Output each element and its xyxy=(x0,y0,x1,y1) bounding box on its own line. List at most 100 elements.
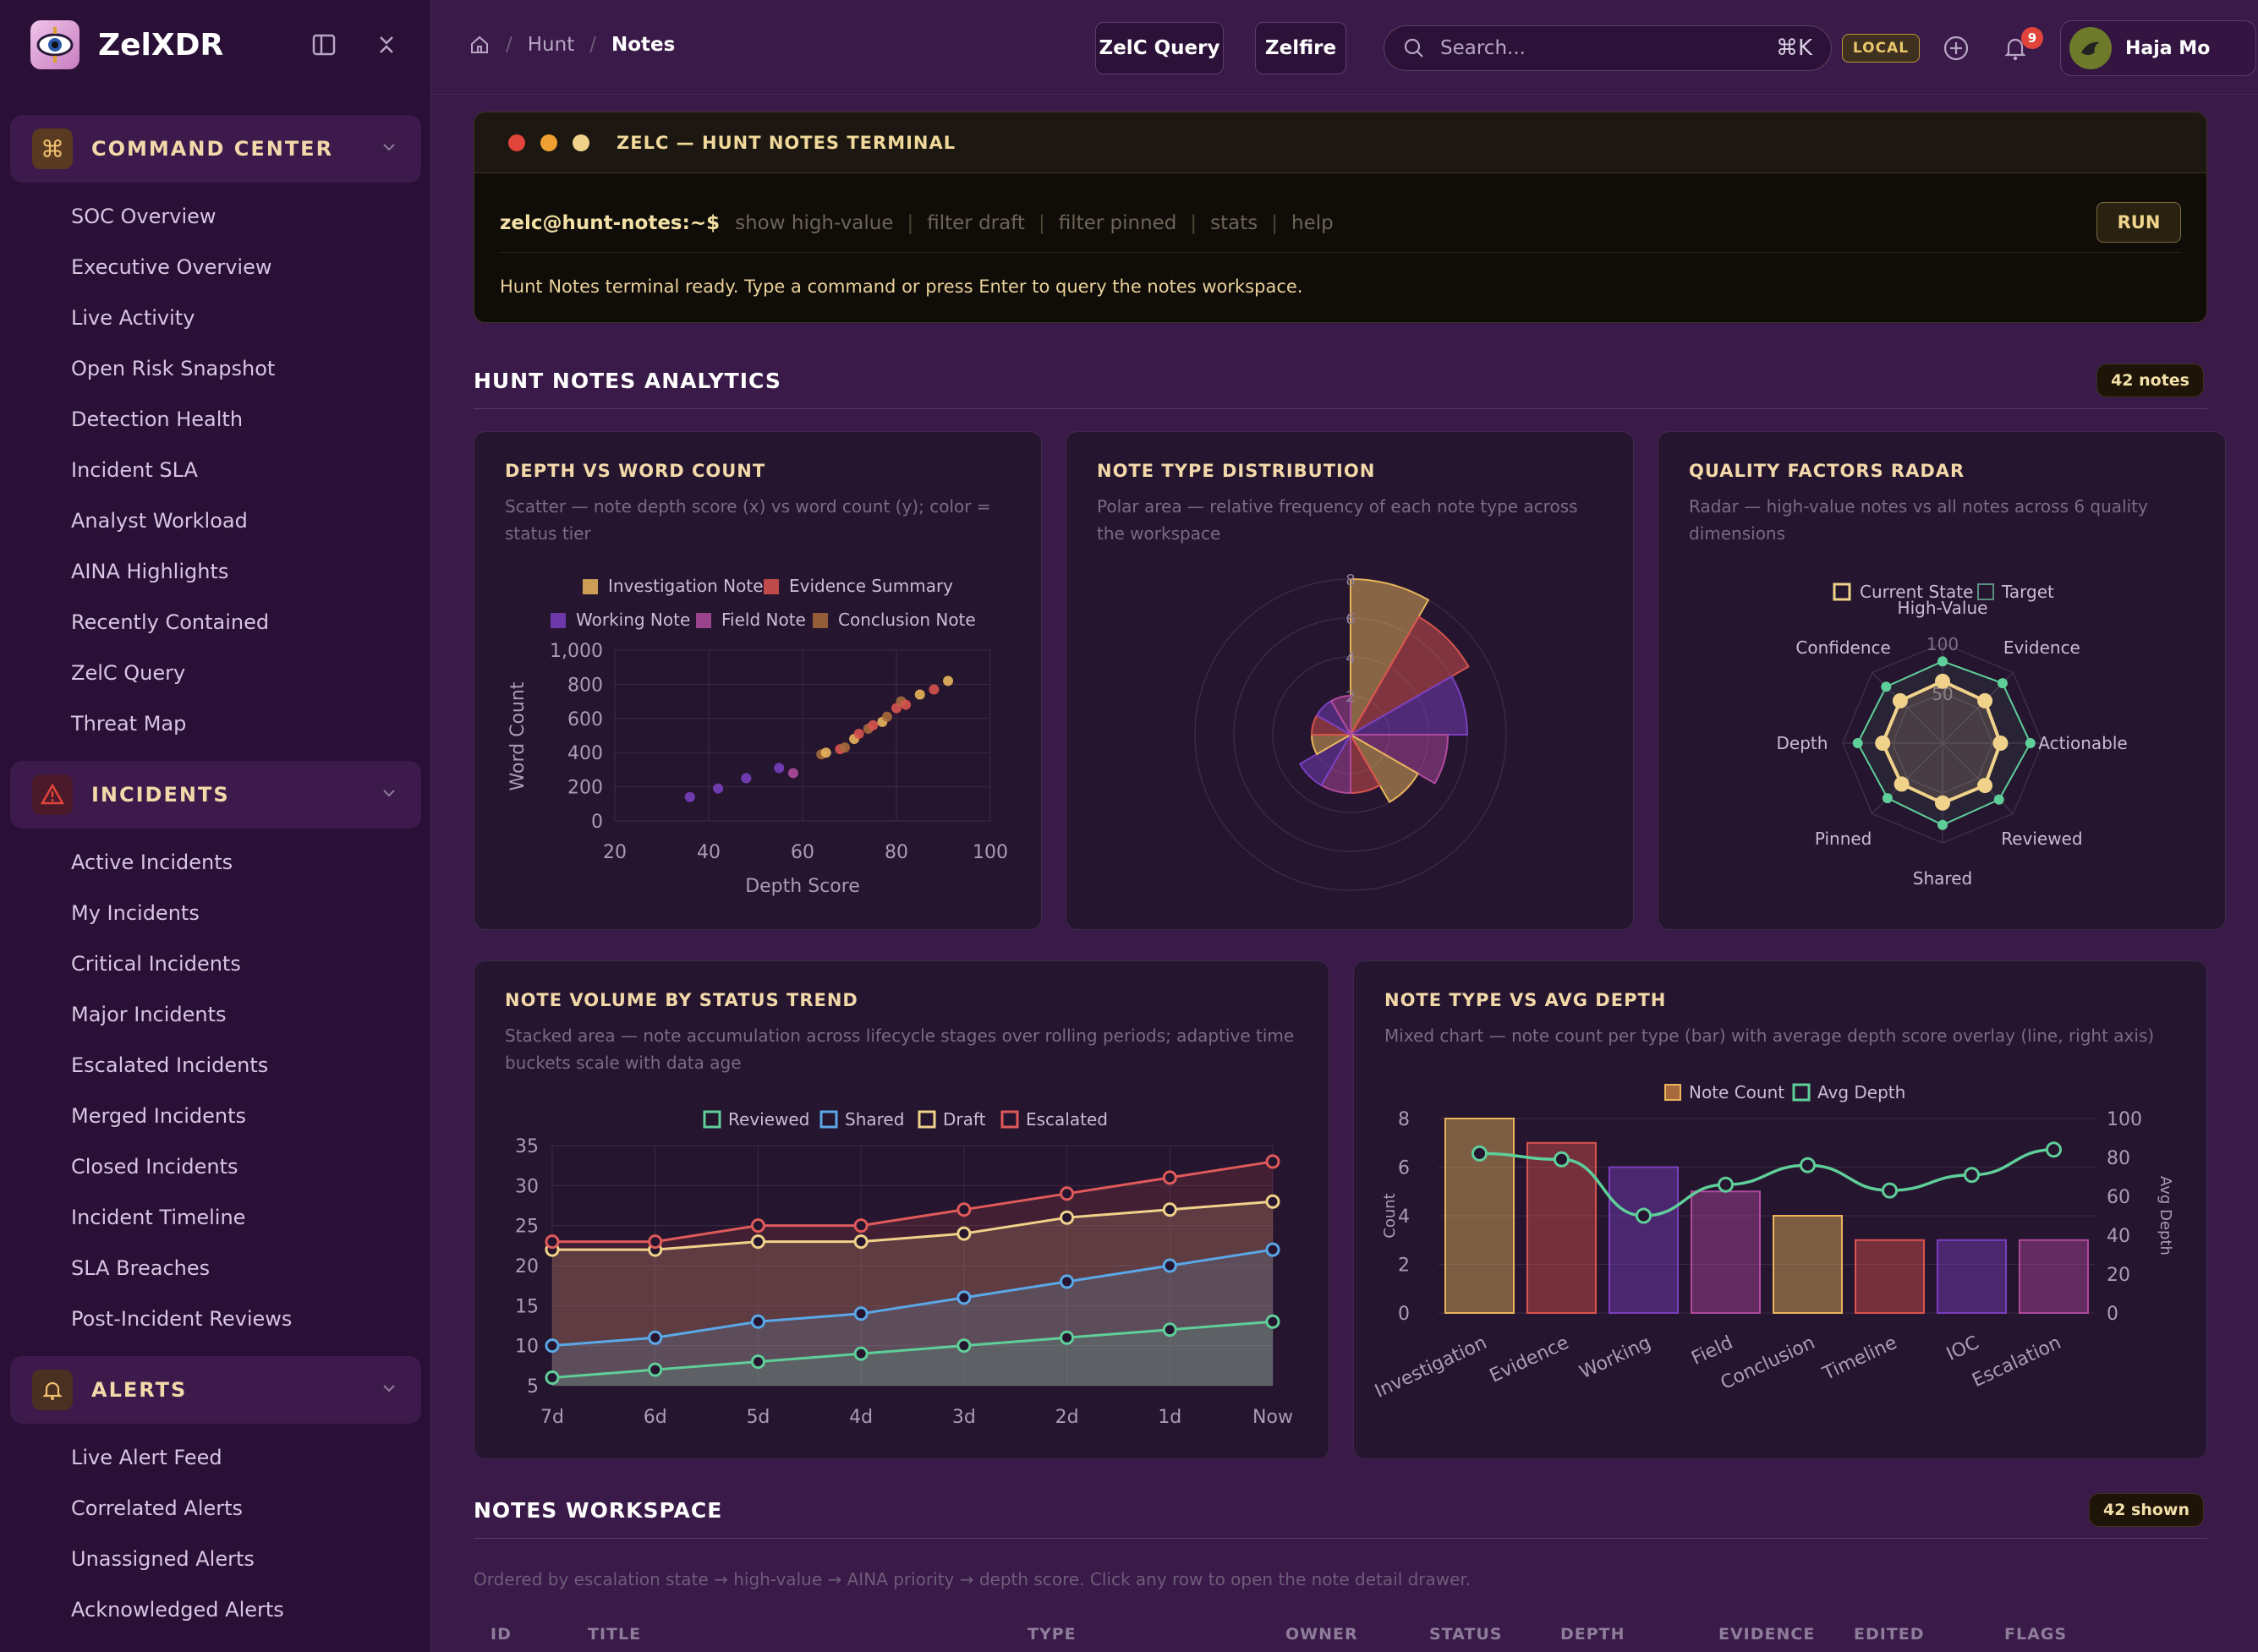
radar-spoke xyxy=(1872,742,1943,814)
x-tick-label: 80 xyxy=(885,842,908,863)
notification-count: 9 xyxy=(2021,27,2043,49)
legend-label: Conclusion Note xyxy=(838,610,976,630)
scatter-point xyxy=(853,728,864,739)
terminal-header: ZELC — HUNT NOTES TERMINAL xyxy=(474,112,2206,173)
minimize-dot-icon xyxy=(540,134,557,151)
scatter-point xyxy=(774,763,785,774)
topbar: / Hunt / Notes ZelC Query Zelfire Search… xyxy=(431,0,2258,95)
nav-active-incidents[interactable]: Active Incidents xyxy=(71,851,233,874)
nav-unassigned-alerts[interactable]: Unassigned Alerts xyxy=(71,1547,255,1571)
avg-depth-point xyxy=(1554,1151,1570,1168)
search-box[interactable]: Search... ⌘K xyxy=(1384,25,1832,71)
notifications-bell-icon[interactable] xyxy=(2001,34,2030,63)
legend-label: Escalated xyxy=(1026,1109,1108,1130)
section-label: ALERTS xyxy=(91,1378,188,1402)
nav-major-incidents[interactable]: Major Incidents xyxy=(71,1003,227,1026)
scatter-point xyxy=(684,791,695,802)
area-fill-1 xyxy=(552,1250,1273,1386)
y-tick-label: 5 xyxy=(527,1376,539,1398)
nav-threat-map[interactable]: Threat Map xyxy=(71,712,187,736)
area-point xyxy=(956,1226,972,1241)
x-axis-label: Depth Score xyxy=(745,876,860,897)
nav-executive-overview[interactable]: Executive Overview xyxy=(71,255,272,279)
avg-depth-point xyxy=(1882,1182,1898,1199)
nav-acknowledged-alerts[interactable]: Acknowledged Alerts xyxy=(71,1598,284,1622)
cmd-filter-draft[interactable]: filter draft xyxy=(927,211,1025,234)
nav-live-alert-feed[interactable]: Live Alert Feed xyxy=(71,1446,222,1469)
col-type[interactable]: TYPE xyxy=(1028,1625,1077,1644)
nav-my-incidents[interactable]: My Incidents xyxy=(71,901,200,925)
col-flags[interactable]: FLAGS xyxy=(2004,1625,2068,1644)
y-tick-label: 4 xyxy=(1398,1206,1410,1228)
nav-soc-overview[interactable]: SOC Overview xyxy=(71,205,216,228)
nav-post-incident-reviews[interactable]: Post-Incident Reviews xyxy=(71,1307,293,1331)
radar-chart[interactable]: Current State Target High-Value Evidence Act… xyxy=(1658,432,2226,930)
mixed-chart[interactable]: Note Count Avg Depth02468020406080100Coun… xyxy=(1354,961,2207,1459)
card-title: NOTE VOLUME BY STATUS TREND xyxy=(505,990,858,1010)
cmd-filter-pinned[interactable]: filter pinned xyxy=(1058,211,1177,234)
section-command-center[interactable]: ⌘ COMMAND CENTER xyxy=(10,115,421,183)
section-incidents[interactable]: INCIDENTS xyxy=(10,761,421,829)
crumb-hunt[interactable]: Hunt xyxy=(527,34,575,56)
col-depth[interactable]: DEPTH xyxy=(1560,1625,1625,1644)
cmd-help[interactable]: help xyxy=(1291,211,1334,234)
radar-axis-label: Shared xyxy=(1913,868,1972,889)
nav-correlated-alerts[interactable]: Correlated Alerts xyxy=(71,1496,244,1520)
nav-analyst-workload[interactable]: Analyst Workload xyxy=(71,509,248,533)
bar xyxy=(1691,1190,1761,1314)
nav-live-activity[interactable]: Live Activity xyxy=(71,306,195,330)
nav-critical-incidents[interactable]: Critical Incidents xyxy=(71,952,241,976)
nav-aina-highlights[interactable]: AINA Highlights xyxy=(71,560,229,583)
scatter-chart[interactable]: Investigation Note Evidence Summary Workin… xyxy=(474,432,1042,930)
y-tick-label: 6 xyxy=(1398,1158,1410,1179)
area-chart[interactable]: Reviewed Shared Draft Escalated 5 10 15 20 25 30 3… xyxy=(474,961,1329,1459)
search-input[interactable]: Search... xyxy=(1440,37,1526,59)
legend-label: Avg Depth xyxy=(1817,1082,1905,1102)
zelc-query-button[interactable]: ZelC Query xyxy=(1095,22,1224,74)
area-point xyxy=(750,1234,765,1250)
run-button[interactable]: RUN xyxy=(2096,202,2181,243)
brand[interactable]: ZelXDR xyxy=(30,20,223,69)
col-title[interactable]: TITLE xyxy=(588,1625,642,1644)
legend-swatch xyxy=(1792,1083,1811,1102)
polar-slice xyxy=(1348,615,1470,737)
nav-zelc-query[interactable]: ZelC Query xyxy=(71,661,186,685)
nav-detection-health[interactable]: Detection Health xyxy=(71,408,244,431)
sidebar-toggle-icon[interactable] xyxy=(311,32,340,61)
y2-tick-label: 100 xyxy=(2107,1109,2142,1130)
legend-label: Working Note xyxy=(576,610,690,630)
y-tick-label: 200 xyxy=(567,778,603,799)
nav-incident-timeline[interactable]: Incident Timeline xyxy=(71,1206,246,1229)
user-menu[interactable]: Haja Mo xyxy=(2060,20,2256,76)
nav-open-risk-snapshot[interactable]: Open Risk Snapshot xyxy=(71,357,276,380)
avg-depth-point xyxy=(2046,1141,2062,1158)
area-point xyxy=(956,1202,972,1217)
cmd-show-high-value[interactable]: show high-value xyxy=(735,211,894,234)
radar-card: QUALITY FACTORS RADAR Radar — high-value… xyxy=(1658,431,2226,930)
nav-sla-breaches[interactable]: SLA Breaches xyxy=(71,1256,211,1280)
y-tick-label: 0 xyxy=(591,812,603,833)
col-status[interactable]: STATUS xyxy=(1429,1625,1503,1644)
polar-chart[interactable]: 2 4 6 8 xyxy=(1066,432,1634,930)
zelfire-button[interactable]: Zelfire xyxy=(1255,22,1346,74)
terminal-input-row[interactable]: zelc@hunt-notes:~$ show high-value | fil… xyxy=(500,194,2181,253)
col-edited[interactable]: EDITED xyxy=(1854,1625,1925,1644)
col-owner[interactable]: OWNER xyxy=(1285,1625,1358,1644)
x-tick-label: Conclusion xyxy=(1718,1332,1818,1394)
nav-escalated-incidents[interactable]: Escalated Incidents xyxy=(71,1053,269,1077)
col-evidence[interactable]: EVIDENCE xyxy=(1718,1625,1816,1644)
card-subtitle: Mixed chart — note count per type (bar) … xyxy=(1384,1026,2155,1046)
bar xyxy=(1526,1141,1597,1314)
nav-incident-sla[interactable]: Incident SLA xyxy=(71,458,198,482)
x-tick-label: 40 xyxy=(697,842,721,863)
nav-recently-contained[interactable]: Recently Contained xyxy=(71,610,270,634)
nav-closed-incidents[interactable]: Closed Incidents xyxy=(71,1155,238,1179)
maximize-dot-icon xyxy=(573,134,589,151)
cmd-stats[interactable]: stats xyxy=(1210,211,1258,234)
collapse-icon[interactable] xyxy=(374,32,403,61)
add-icon[interactable] xyxy=(1942,34,1970,63)
section-alerts[interactable]: ALERTS xyxy=(10,1356,421,1424)
home-icon[interactable] xyxy=(469,34,491,56)
nav-merged-incidents[interactable]: Merged Incidents xyxy=(71,1104,247,1128)
col-id[interactable]: ID xyxy=(491,1625,512,1644)
